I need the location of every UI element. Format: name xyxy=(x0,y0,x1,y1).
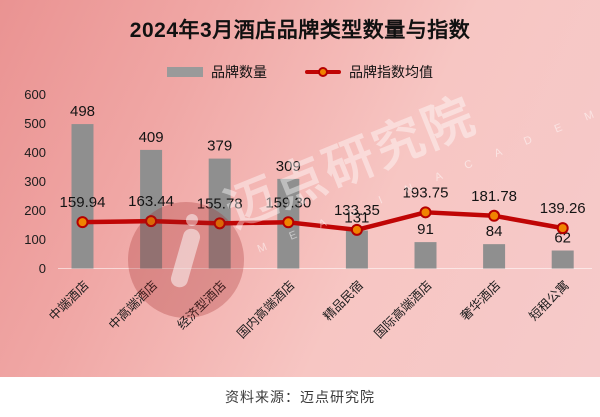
bar-value-label: 84 xyxy=(486,223,503,240)
source-text: 资料来源：迈点研究院 xyxy=(225,389,375,405)
line-marker xyxy=(76,216,89,229)
legend-item-brand-index: 品牌指数均值 xyxy=(305,62,433,82)
bar-短租公寓 xyxy=(551,250,574,269)
line-marker xyxy=(488,209,501,222)
line-value-label: 139.26 xyxy=(540,200,586,217)
category-label: 精品民宿 xyxy=(320,278,366,324)
y-axis-tick-label: 500 xyxy=(24,116,46,131)
y-axis-tick-label: 200 xyxy=(24,203,46,218)
bar-line-chart: 0 100 200 300 400 500 600 498 中端酒店 409 中高端酒店 379 经济型… xyxy=(24,87,586,342)
line-value-label: 193.75 xyxy=(403,184,449,201)
category-label: 国际高端酒店 xyxy=(371,278,435,342)
chart-area: 2024年3月酒店品牌类型数量与指数 品牌数量 品牌指数均值 0 100 200 30… xyxy=(0,0,600,377)
bar-经济型酒店 xyxy=(208,158,231,269)
y-axis-tick-label: 0 xyxy=(39,261,46,276)
bar-中端酒店 xyxy=(71,124,94,269)
bar-精品民宿 xyxy=(345,230,368,269)
line-value-label: 159.30 xyxy=(265,194,311,211)
bar-value-label: 91 xyxy=(417,221,434,238)
y-axis-tick-label: 600 xyxy=(24,87,46,102)
category-label: 中端酒店 xyxy=(46,278,92,324)
category-label: 奢华酒店 xyxy=(457,278,503,324)
category-label: 短租公寓 xyxy=(526,278,572,324)
line-marker xyxy=(145,215,158,228)
line-marker xyxy=(556,222,569,235)
y-axis-tick-label: 100 xyxy=(24,232,46,247)
line-marker xyxy=(350,223,363,236)
line-swatch-icon xyxy=(305,67,341,77)
index-line xyxy=(80,210,565,233)
legend-bar-label: 品牌数量 xyxy=(211,64,267,80)
category-label: 中高端酒店 xyxy=(105,278,160,333)
line-value-label: 155.78 xyxy=(197,195,243,212)
line-marker xyxy=(213,217,226,230)
line-value-label: 159.94 xyxy=(60,194,106,211)
category-label: 经济型酒店 xyxy=(174,278,229,333)
bar-中高端酒店 xyxy=(140,149,163,269)
bar-value-label: 409 xyxy=(139,129,164,146)
line-value-label: 163.44 xyxy=(128,193,174,210)
bar-value-label: 131 xyxy=(344,210,369,227)
bar-奢华酒店 xyxy=(483,244,506,269)
chart-title: 2024年3月酒店品牌类型数量与指数 xyxy=(129,19,471,42)
legend: 品牌数量 品牌指数均值 xyxy=(0,62,600,82)
source-bar: 资料来源：迈点研究院 xyxy=(0,377,600,417)
category-label: 国内高端酒店 xyxy=(234,278,298,342)
line-value-label: 181.78 xyxy=(471,188,517,205)
bar-value-label: 498 xyxy=(70,103,95,120)
bar-value-label: 62 xyxy=(554,230,571,247)
line-marker xyxy=(419,206,432,219)
bar-value-label: 379 xyxy=(207,138,232,155)
legend-line-label: 品牌指数均值 xyxy=(349,64,433,80)
y-axis-tick-label: 300 xyxy=(24,174,46,189)
line-value-label: 133.35 xyxy=(334,202,380,219)
y-axis-tick-label: 400 xyxy=(24,145,46,160)
line-marker xyxy=(282,216,295,229)
bar-swatch-icon xyxy=(167,67,203,77)
bar-value-label: 309 xyxy=(276,158,301,175)
bar-国际高端酒店 xyxy=(414,242,437,269)
legend-item-brand-count: 品牌数量 xyxy=(167,62,267,82)
